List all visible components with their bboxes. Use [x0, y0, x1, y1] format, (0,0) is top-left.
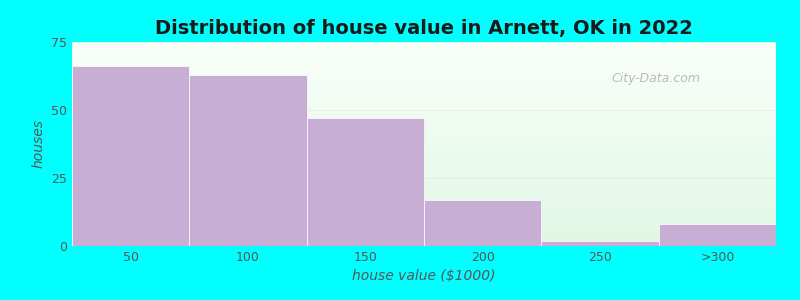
Bar [72, 67, 190, 246]
Bar [306, 118, 424, 246]
X-axis label: house value ($1000): house value ($1000) [352, 269, 496, 284]
Bar [542, 241, 658, 246]
Bar [658, 224, 776, 246]
Bar [424, 200, 542, 246]
Y-axis label: houses: houses [31, 119, 46, 169]
Bar [190, 75, 306, 246]
Title: Distribution of house value in Arnett, OK in 2022: Distribution of house value in Arnett, O… [155, 19, 693, 38]
Text: City-Data.com: City-Data.com [612, 72, 701, 85]
